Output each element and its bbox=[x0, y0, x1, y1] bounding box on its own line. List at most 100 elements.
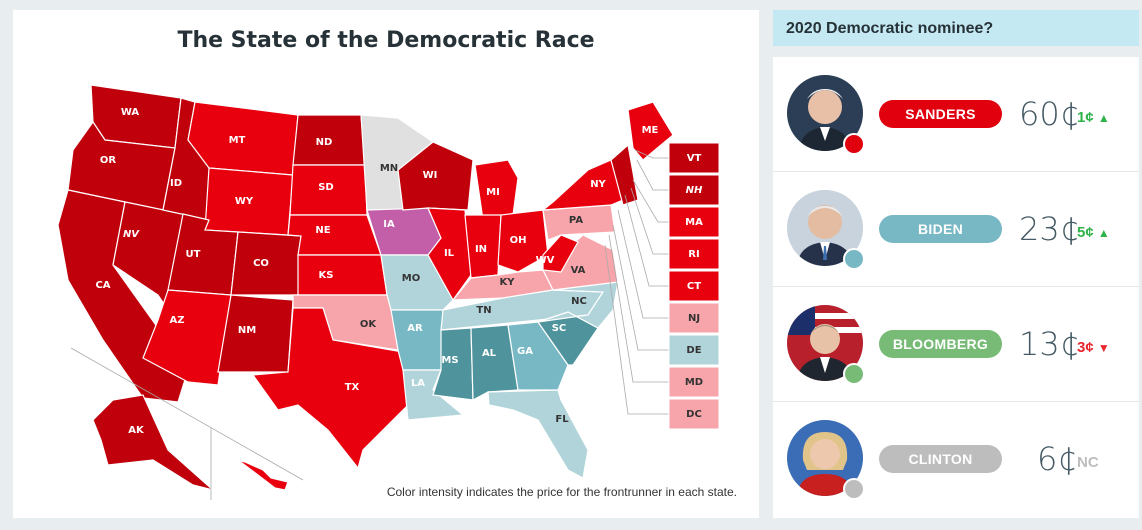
box-MD[interactable] bbox=[668, 366, 720, 398]
label-DE: DE bbox=[686, 345, 701, 356]
candidate-name-pill[interactable]: BLOOMBERG bbox=[879, 330, 1002, 358]
state-OH[interactable] bbox=[497, 209, 549, 273]
price-sanders: 60¢ bbox=[1019, 95, 1081, 133]
change-biden: 5¢ ▲ bbox=[1077, 224, 1110, 241]
label-WA: WA bbox=[121, 107, 140, 118]
state-MI[interactable] bbox=[474, 159, 519, 221]
label-LA: LA bbox=[411, 378, 425, 389]
label-ND: ND bbox=[316, 137, 333, 148]
label-WI: WI bbox=[423, 170, 438, 181]
label-MO: MO bbox=[402, 273, 420, 284]
map-caption: Color intensity indicates the price for … bbox=[386, 485, 737, 499]
label-KY: KY bbox=[500, 277, 516, 288]
state-GA[interactable] bbox=[507, 321, 569, 391]
candidate-row-sanders[interactable]: SANDERS 60¢ 1¢ ▲ bbox=[773, 57, 1139, 172]
state-NC[interactable] bbox=[537, 281, 619, 329]
status-dot-sanders bbox=[843, 133, 865, 155]
label-MD: MD bbox=[685, 377, 703, 388]
price-bloomberg: 13¢ bbox=[1019, 325, 1081, 363]
label-OR: OR bbox=[100, 155, 117, 166]
box-DE[interactable] bbox=[668, 334, 720, 366]
state-WI[interactable] bbox=[397, 141, 474, 211]
status-dot-biden bbox=[843, 248, 865, 270]
state-KS[interactable] bbox=[297, 254, 388, 296]
label-NV: NV bbox=[123, 229, 140, 240]
label-GA: GA bbox=[517, 346, 533, 357]
candidate-row-bloomberg[interactable]: BLOOMBERG 13¢ 3¢ ▼ bbox=[773, 287, 1139, 402]
label-MT: MT bbox=[229, 135, 246, 146]
candidate-list: SANDERS 60¢ 1¢ ▲ BIDEN 23¢ 5¢ ▲ BLOOMBER… bbox=[773, 57, 1139, 518]
label-KS: KS bbox=[319, 270, 334, 281]
box-VT[interactable] bbox=[668, 142, 720, 174]
label-MI: MI bbox=[486, 187, 500, 198]
label-AK: AK bbox=[128, 425, 145, 436]
label-NH: NH bbox=[686, 185, 703, 196]
label-TN: TN bbox=[476, 305, 491, 316]
label-ID: ID bbox=[170, 178, 182, 189]
label-TX: TX bbox=[345, 382, 360, 393]
label-RI: RI bbox=[688, 249, 699, 260]
label-PA: PA bbox=[569, 215, 583, 226]
label-VT: VT bbox=[687, 153, 702, 164]
label-SD: SD bbox=[318, 182, 334, 193]
label-NM: NM bbox=[238, 325, 256, 336]
box-NJ[interactable] bbox=[668, 302, 720, 334]
label-NE: NE bbox=[315, 225, 330, 236]
label-OK: OK bbox=[360, 319, 378, 330]
label-CA: CA bbox=[95, 280, 110, 291]
candidate-name-pill[interactable]: BIDEN bbox=[879, 215, 1002, 243]
label-ME: ME bbox=[642, 125, 659, 136]
label-SC: SC bbox=[552, 323, 567, 334]
label-DC: DC bbox=[686, 409, 702, 420]
state-TX[interactable] bbox=[251, 307, 409, 470]
arrow-up-icon: ▲ bbox=[1097, 111, 1110, 125]
box-CT[interactable] bbox=[668, 270, 720, 302]
label-IL: IL bbox=[444, 248, 455, 259]
price-clinton: 6¢ bbox=[1037, 440, 1078, 478]
state-WV[interactable] bbox=[542, 234, 579, 273]
small-state-leaders bbox=[604, 149, 669, 415]
price-biden: 23¢ bbox=[1019, 210, 1081, 248]
label-WY: WY bbox=[235, 196, 254, 207]
status-dot-bloomberg bbox=[843, 363, 865, 385]
label-MN: MN bbox=[380, 163, 398, 174]
label-IA: IA bbox=[383, 219, 395, 230]
box-NH[interactable] bbox=[668, 174, 720, 206]
label-CT: CT bbox=[687, 281, 701, 292]
label-MS: MS bbox=[441, 355, 458, 366]
change-sanders: 1¢ ▲ bbox=[1077, 109, 1110, 126]
label-AL: AL bbox=[482, 348, 497, 359]
change-clinton: NC bbox=[1077, 454, 1099, 471]
label-IN: IN bbox=[475, 244, 487, 255]
map-card: WA OR CA NV ID MT WY UT AZ CO NM ND SD N… bbox=[13, 10, 759, 518]
label-AZ: AZ bbox=[170, 315, 185, 326]
label-NJ: NJ bbox=[688, 313, 700, 324]
candidate-name-pill[interactable]: SANDERS bbox=[879, 100, 1002, 128]
box-RI[interactable] bbox=[668, 238, 720, 270]
label-FL: FL bbox=[555, 414, 569, 425]
label-NY: NY bbox=[590, 179, 606, 190]
map-title: The State of the Democratic Race bbox=[177, 28, 595, 53]
label-OH: OH bbox=[510, 235, 527, 246]
arrow-up-icon: ▲ bbox=[1097, 226, 1110, 240]
state-ME[interactable] bbox=[627, 101, 674, 161]
state-NY[interactable] bbox=[541, 159, 624, 211]
label-NC: NC bbox=[571, 296, 587, 307]
box-MA[interactable] bbox=[668, 206, 720, 238]
state-FL[interactable] bbox=[487, 389, 589, 479]
state-NE[interactable] bbox=[287, 214, 382, 256]
box-DC[interactable] bbox=[668, 398, 720, 430]
candidate-name-pill[interactable]: CLINTON bbox=[879, 445, 1002, 473]
avatar-sanders bbox=[787, 75, 863, 151]
candidate-row-clinton[interactable]: CLINTON 6¢ NC bbox=[773, 402, 1139, 517]
arrow-down-icon: ▼ bbox=[1097, 341, 1110, 355]
label-AR: AR bbox=[407, 323, 423, 334]
state-MS[interactable] bbox=[432, 327, 474, 401]
state-HI[interactable] bbox=[237, 459, 289, 491]
candidate-row-biden[interactable]: BIDEN 23¢ 5¢ ▲ bbox=[773, 172, 1139, 287]
label-VA: VA bbox=[571, 265, 586, 276]
label-UT: UT bbox=[186, 249, 201, 260]
change-bloomberg: 3¢ ▼ bbox=[1077, 339, 1110, 356]
label-WV: WV bbox=[536, 255, 555, 266]
state-AK[interactable] bbox=[92, 394, 214, 491]
